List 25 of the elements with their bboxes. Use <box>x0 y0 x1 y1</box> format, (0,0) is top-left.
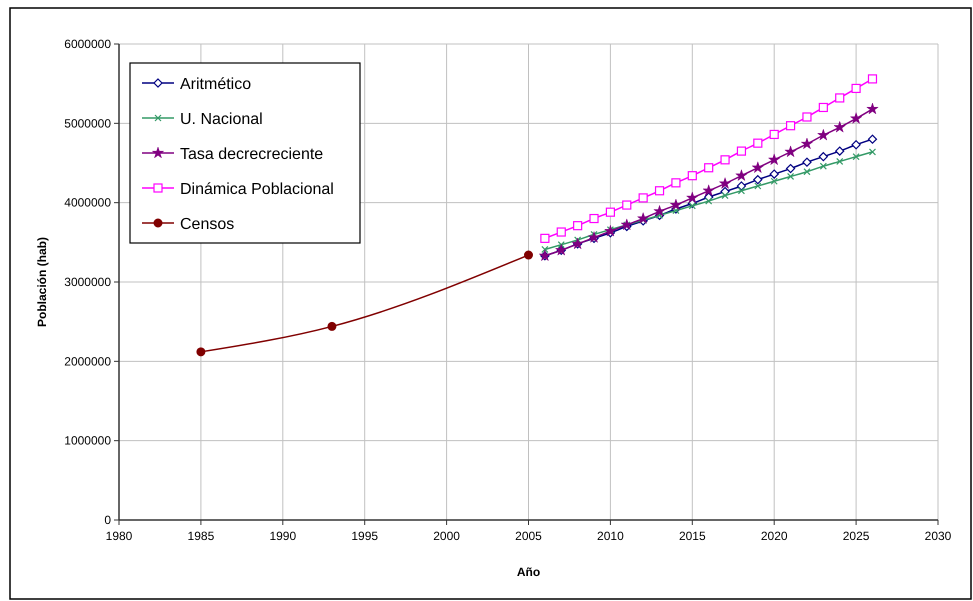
y-tick-label: 4000000 <box>64 196 112 210</box>
x-tick-label: 2000 <box>433 529 460 543</box>
x-axis-title: Año <box>516 565 540 579</box>
y-tick-label: 0 <box>104 513 112 527</box>
x-tick-label: 2015 <box>678 529 706 543</box>
y-tick-label: 3000000 <box>64 275 112 289</box>
x-tick-label: 2020 <box>760 529 788 543</box>
legend-label: Censos <box>180 216 234 233</box>
x-tick-label: 1995 <box>351 529 378 543</box>
legend-label: Tasa decrecreciente <box>180 146 324 163</box>
x-tick-label: 2030 <box>924 529 952 543</box>
y-axis-title: Población (hab) <box>35 236 49 327</box>
y-tick-label: 1000000 <box>64 434 112 448</box>
legend-label: Dinámica Poblacional <box>180 181 334 198</box>
x-tick-label: 2005 <box>515 529 542 543</box>
legend-label: U. Nacional <box>180 111 263 128</box>
y-tick-label: 2000000 <box>64 354 112 368</box>
x-tick-label: 2025 <box>842 529 870 543</box>
y-tick-label: 6000000 <box>64 37 112 51</box>
x-tick-label: 1980 <box>106 529 133 543</box>
legend-label: Aritmético <box>180 76 252 93</box>
x-tick-label: 1985 <box>188 529 215 543</box>
x-tick-label: 2010 <box>597 529 624 543</box>
x-tick-label: 1990 <box>269 529 296 543</box>
y-tick-label: 5000000 <box>64 116 112 130</box>
